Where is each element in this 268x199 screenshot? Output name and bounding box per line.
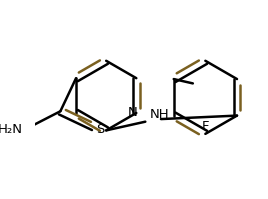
Text: F: F xyxy=(202,120,209,133)
Text: N: N xyxy=(128,106,138,119)
Text: NH: NH xyxy=(150,108,169,121)
Text: S: S xyxy=(96,123,105,136)
Text: H₂N: H₂N xyxy=(0,123,23,136)
